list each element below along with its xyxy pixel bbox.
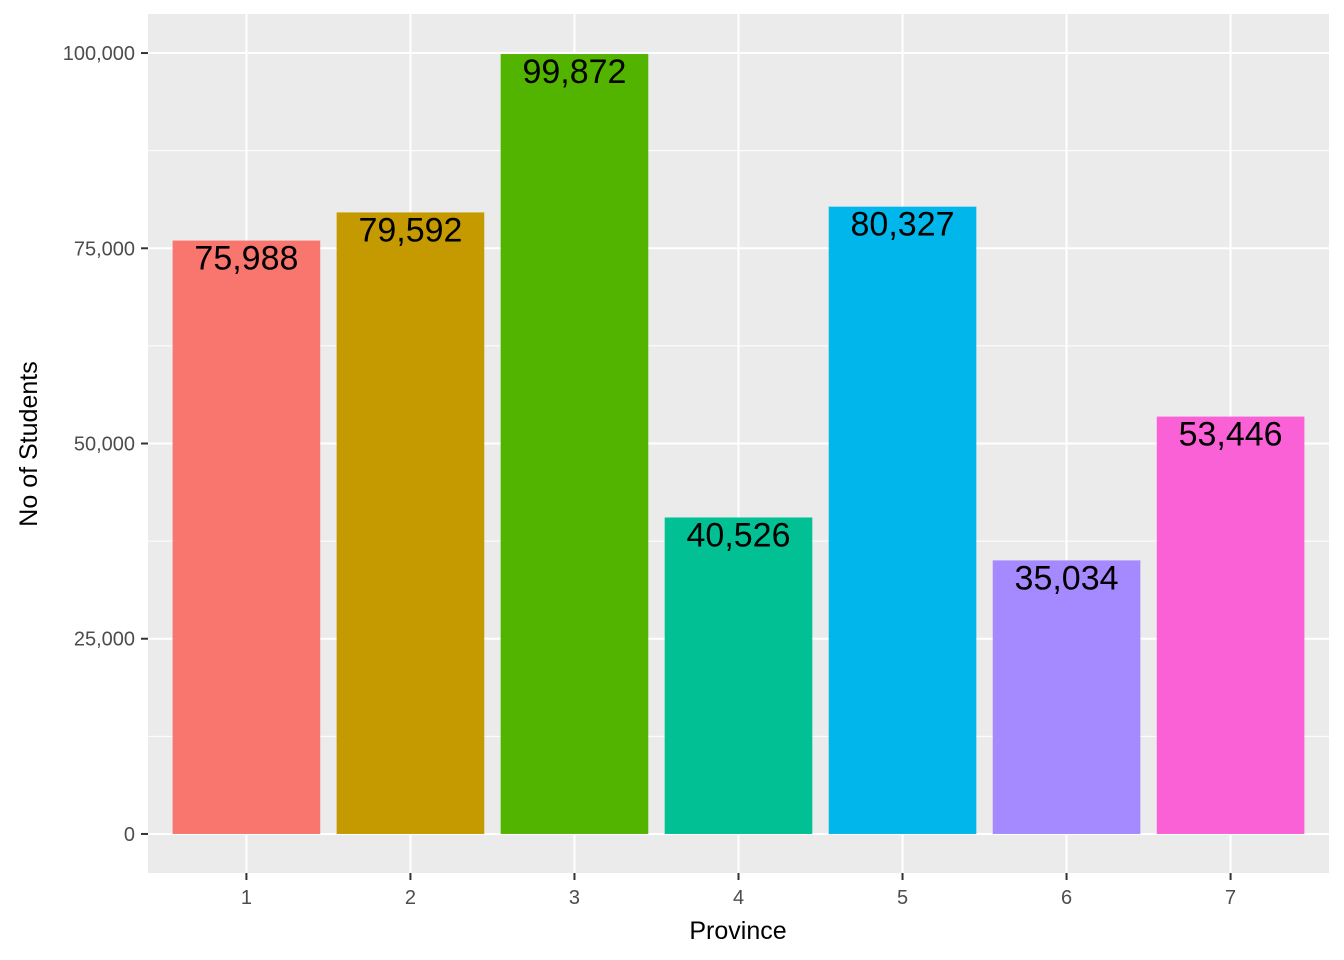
- bar-value-label: 99,872: [522, 53, 626, 91]
- bar: [992, 560, 1141, 834]
- bar-value-label: 53,446: [1179, 416, 1283, 454]
- bar-value-label: 75,988: [194, 240, 298, 278]
- bar: [1156, 416, 1305, 834]
- x-tick-label: 1: [241, 887, 252, 909]
- bar: [500, 54, 649, 834]
- y-tick-label: 0: [124, 824, 135, 846]
- bar: [336, 212, 485, 834]
- x-axis-title: Province: [689, 917, 786, 945]
- data-labels: 75,988 79,592 99,872 40,526 80,327 35,034 53,4…: [194, 53, 1282, 597]
- bar-value-label: 40,526: [687, 516, 791, 554]
- bars: [172, 54, 1305, 834]
- x-tick-label: 4: [733, 887, 744, 909]
- x-tick-label: 3: [569, 887, 580, 909]
- y-tick-label: 25,000: [74, 629, 135, 651]
- y-tick-label: 50,000: [74, 434, 135, 456]
- bar-value-label: 35,034: [1015, 559, 1119, 597]
- y-tick-label: 100,000: [63, 43, 135, 65]
- bar-value-label: 80,327: [851, 206, 955, 244]
- y-tick-label: 75,000: [74, 238, 135, 260]
- x-tick-label: 2: [405, 887, 416, 909]
- bar-value-label: 79,592: [358, 211, 462, 249]
- y-axis-title: No of Students: [15, 361, 43, 526]
- bar: [828, 206, 977, 834]
- x-tick-label: 6: [1061, 887, 1072, 909]
- bar: [172, 240, 321, 834]
- x-tick-label: 7: [1225, 887, 1236, 909]
- bar: [664, 517, 813, 834]
- x-axis: 1 2 3 4 5 6 7: [241, 873, 1236, 909]
- x-tick-label: 5: [897, 887, 908, 909]
- y-axis: 0 25,000 50,000 75,000 100,000: [63, 43, 148, 846]
